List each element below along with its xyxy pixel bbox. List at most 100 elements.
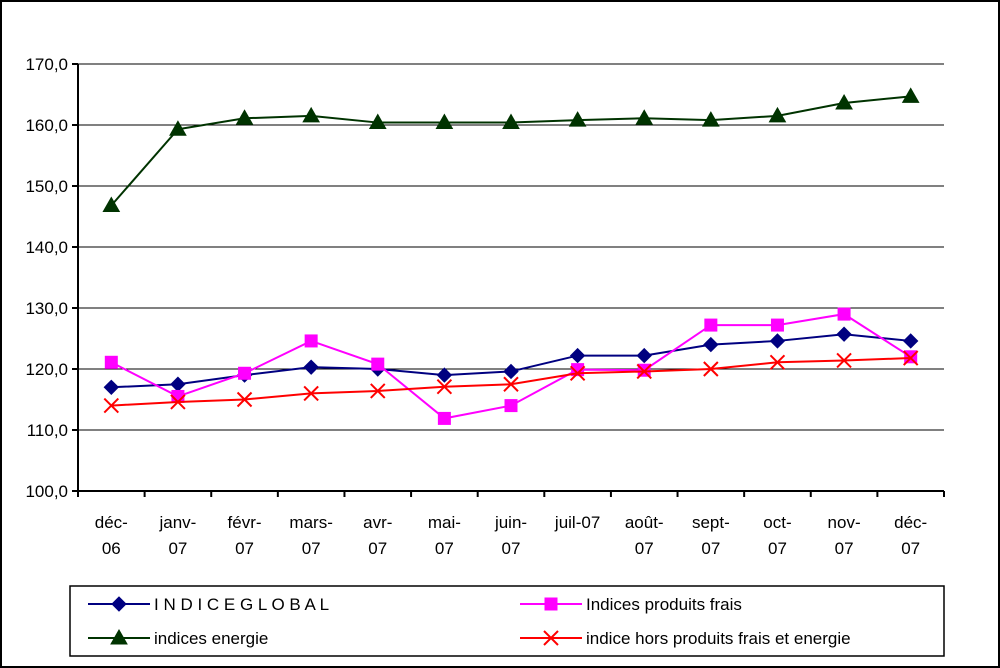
y-tick-label: 130,0: [25, 299, 68, 318]
data-point: [769, 354, 786, 370]
y-tick-label: 160,0: [25, 116, 68, 135]
x-marker-stroke: [370, 383, 386, 399]
axes: [72, 63, 945, 497]
data-point: [704, 318, 718, 332]
x-tick-label-line2: 07: [835, 539, 854, 558]
x-marker-stroke: [170, 394, 186, 410]
data-point: [768, 106, 787, 123]
data-point: [769, 333, 786, 349]
legend-box: [69, 585, 945, 657]
data-point: [170, 376, 186, 392]
x-marker-stroke: [303, 385, 319, 402]
data-point: [303, 359, 319, 375]
x-tick-label: févr-: [228, 513, 262, 532]
x-marker-stroke: [103, 397, 120, 414]
legend-marker: [110, 628, 128, 645]
data-point: [170, 394, 186, 410]
data-point: [902, 350, 919, 366]
x-tick-label-line2: 07: [302, 539, 321, 558]
x-tick-label: avr-: [363, 513, 392, 532]
series-line: [110, 95, 911, 207]
x-tick-label-line2: 07: [701, 539, 720, 558]
data-point: [835, 94, 853, 110]
data-point: [169, 120, 187, 136]
data-point: [437, 411, 451, 425]
y-tick-label: 140,0: [25, 238, 68, 257]
x-tick-label: mars-: [289, 513, 332, 532]
legend-item-2: indices energie: [88, 628, 268, 648]
data-point: [502, 113, 520, 130]
data-point: [770, 318, 784, 332]
x-tick-label: mai-: [428, 513, 461, 532]
x-tick-label-line2: 07: [168, 539, 187, 558]
x-tick-label-line2: 07: [901, 539, 920, 558]
data-point: [302, 106, 321, 123]
x-marker-stroke: [769, 354, 786, 370]
y-tick-labels: 100,0 110,0 120,0 130,0 140,0 150,0 160,0 170,0: [25, 55, 68, 501]
x-tick-label-line2: 07: [235, 539, 254, 558]
x-tick-label-line2: 06: [102, 539, 121, 558]
x-marker-stroke: [236, 391, 253, 408]
data-point: [102, 196, 121, 213]
legend-item-1: Indices produits frais: [520, 595, 742, 614]
y-tick-label: 150,0: [25, 177, 68, 196]
x-marker-stroke: [543, 630, 559, 646]
x-tick-label: août-: [625, 513, 664, 532]
x-marker-stroke: [436, 378, 453, 395]
legend-marker: [111, 596, 127, 612]
x-marker-stroke: [836, 352, 852, 369]
data-point: [303, 385, 319, 402]
data-point: [837, 307, 851, 321]
data-point: [836, 352, 852, 369]
series-3: [103, 350, 919, 414]
x-marker-stroke: [703, 361, 719, 377]
x-tick-label: déc-: [95, 513, 128, 532]
x-tick-label-line2: 07: [635, 539, 654, 558]
x-tick-label-line2: 07: [768, 539, 787, 558]
legend: I N D I C E G L O B A L Indices produits …: [69, 585, 945, 657]
data-point: [503, 376, 519, 392]
data-point: [236, 391, 253, 408]
legend-marker: [543, 630, 559, 646]
series-group: [102, 87, 920, 425]
data-point: [568, 111, 587, 127]
data-point: [901, 87, 920, 103]
data-point: [235, 109, 254, 125]
x-tick-label-line2: 07: [435, 539, 454, 558]
x-tick-label: sept-: [692, 513, 730, 532]
x-tick-labels: déc- 06 janv- 07 févr- 07 mars- 07 avr- 07 mai- 07 j…: [95, 513, 927, 558]
legend-item-0: I N D I C E G L O B A L: [88, 595, 329, 614]
legend-marker: [544, 597, 558, 611]
legend-label: indices energie: [154, 629, 268, 648]
data-point: [435, 113, 454, 130]
data-point: [635, 109, 654, 125]
data-point: [103, 397, 120, 414]
data-point: [902, 333, 919, 349]
data-point: [703, 336, 719, 353]
x-marker-stroke: [503, 376, 519, 392]
x-tick-label: janv-: [158, 513, 196, 532]
series-2: [102, 87, 920, 213]
data-point: [503, 363, 519, 380]
data-point: [436, 367, 453, 383]
data-point: [836, 326, 852, 342]
y-tick-label: 100,0: [25, 482, 68, 501]
data-point: [304, 334, 318, 348]
data-point: [636, 363, 652, 380]
data-point: [701, 111, 720, 127]
x-tick-label-line2: 07: [368, 539, 387, 558]
legend-label: I N D I C E G L O B A L: [154, 595, 329, 614]
data-point: [436, 378, 453, 395]
legend-item-3: indice hors produits frais et energie: [520, 629, 851, 648]
data-point: [238, 366, 252, 380]
data-point: [368, 113, 387, 130]
legend-label: Indices produits frais: [586, 595, 742, 614]
data-point: [636, 347, 652, 364]
y-tick-label: 120,0: [25, 360, 68, 379]
legend-label: indice hors produits frais et energie: [586, 629, 851, 648]
x-marker-stroke: [569, 365, 586, 381]
y-tick-label: 110,0: [27, 421, 68, 440]
x-tick-label: déc-: [894, 513, 927, 532]
